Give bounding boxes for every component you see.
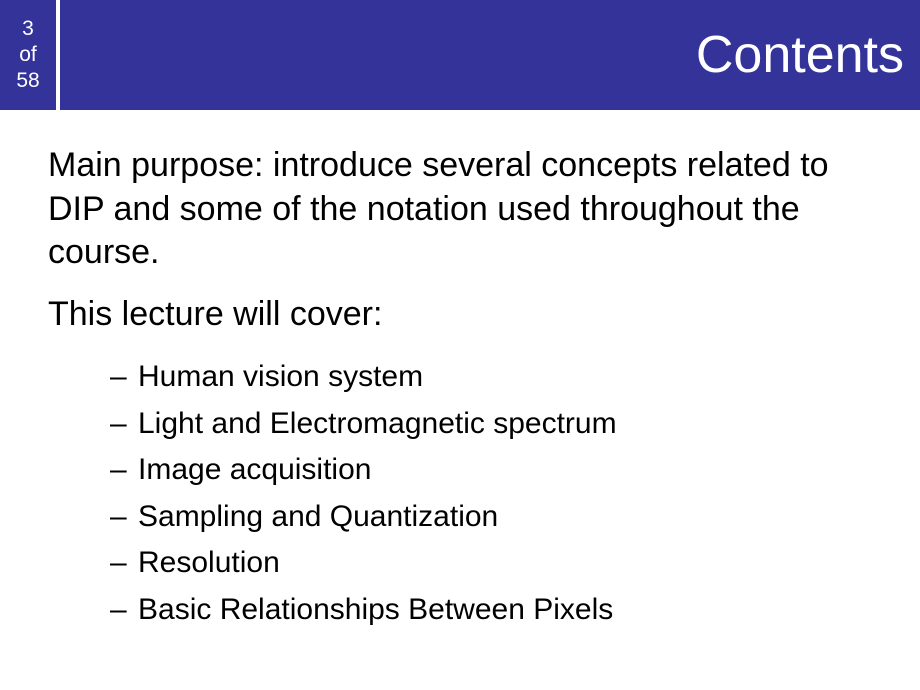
slide-content: Main purpose: introduce several concepts… xyxy=(0,110,920,653)
list-item: Light and Electromagnetic spectrum xyxy=(138,401,888,448)
list-item: Image acquisition xyxy=(138,447,888,494)
list-item: Resolution xyxy=(138,540,888,587)
lead-paragraph: This lecture will cover: xyxy=(48,293,888,337)
page-total: 58 xyxy=(16,68,39,94)
page-current: 3 xyxy=(22,16,34,42)
title-bar: Contents xyxy=(60,0,920,110)
page-of-label: of xyxy=(19,42,37,68)
intro-paragraph: Main purpose: introduce several concepts… xyxy=(48,144,888,275)
bullet-list: Human vision system Light and Electromag… xyxy=(48,354,888,633)
list-item: Basic Relationships Between Pixels xyxy=(138,587,888,634)
list-item: Sampling and Quantization xyxy=(138,494,888,541)
slide-header: 3 of 58 Contents xyxy=(0,0,920,110)
page-counter: 3 of 58 xyxy=(0,0,60,110)
slide-title: Contents xyxy=(696,25,904,85)
list-item: Human vision system xyxy=(138,354,888,401)
